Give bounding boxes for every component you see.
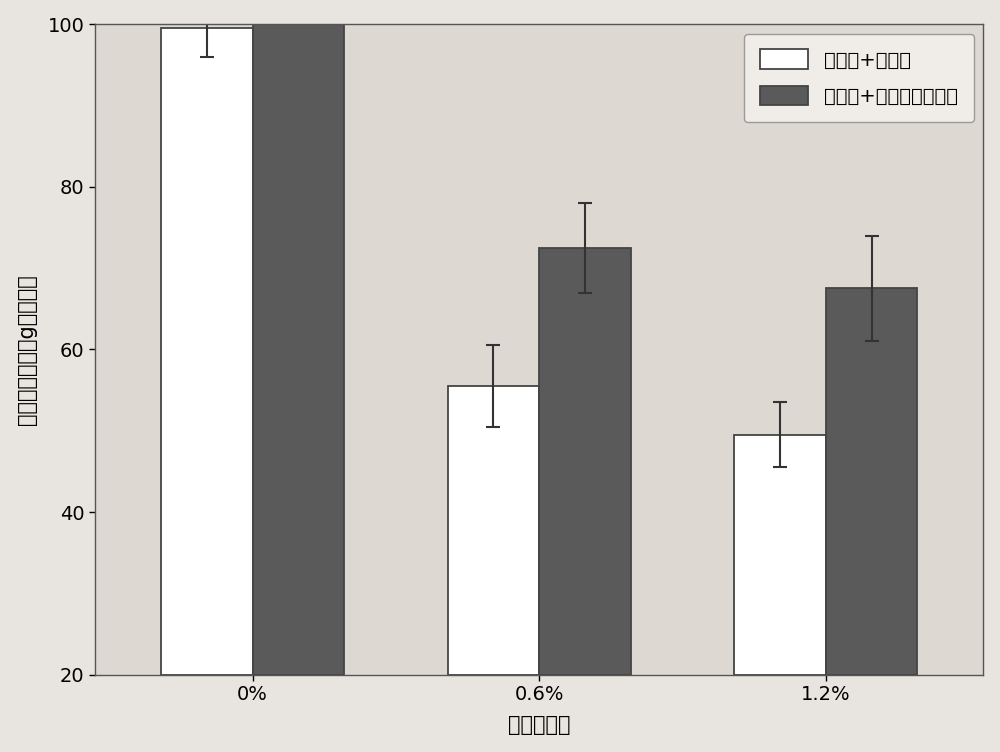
Bar bbox=[253, 0, 344, 675]
Bar bbox=[448, 386, 539, 675]
Bar bbox=[734, 435, 826, 675]
Bar bbox=[826, 289, 917, 675]
Y-axis label: 地上部生物量（g，干重）: 地上部生物量（g，干重） bbox=[17, 274, 37, 425]
Bar bbox=[539, 248, 631, 675]
Legend: 盐碱土+锯木屑, 盐碱土+复合微生物菌肥: 盐碱土+锯木屑, 盐碱土+复合微生物菌肥 bbox=[744, 34, 974, 122]
X-axis label: 基质含盐量: 基质含盐量 bbox=[508, 715, 570, 735]
Bar bbox=[161, 29, 253, 675]
